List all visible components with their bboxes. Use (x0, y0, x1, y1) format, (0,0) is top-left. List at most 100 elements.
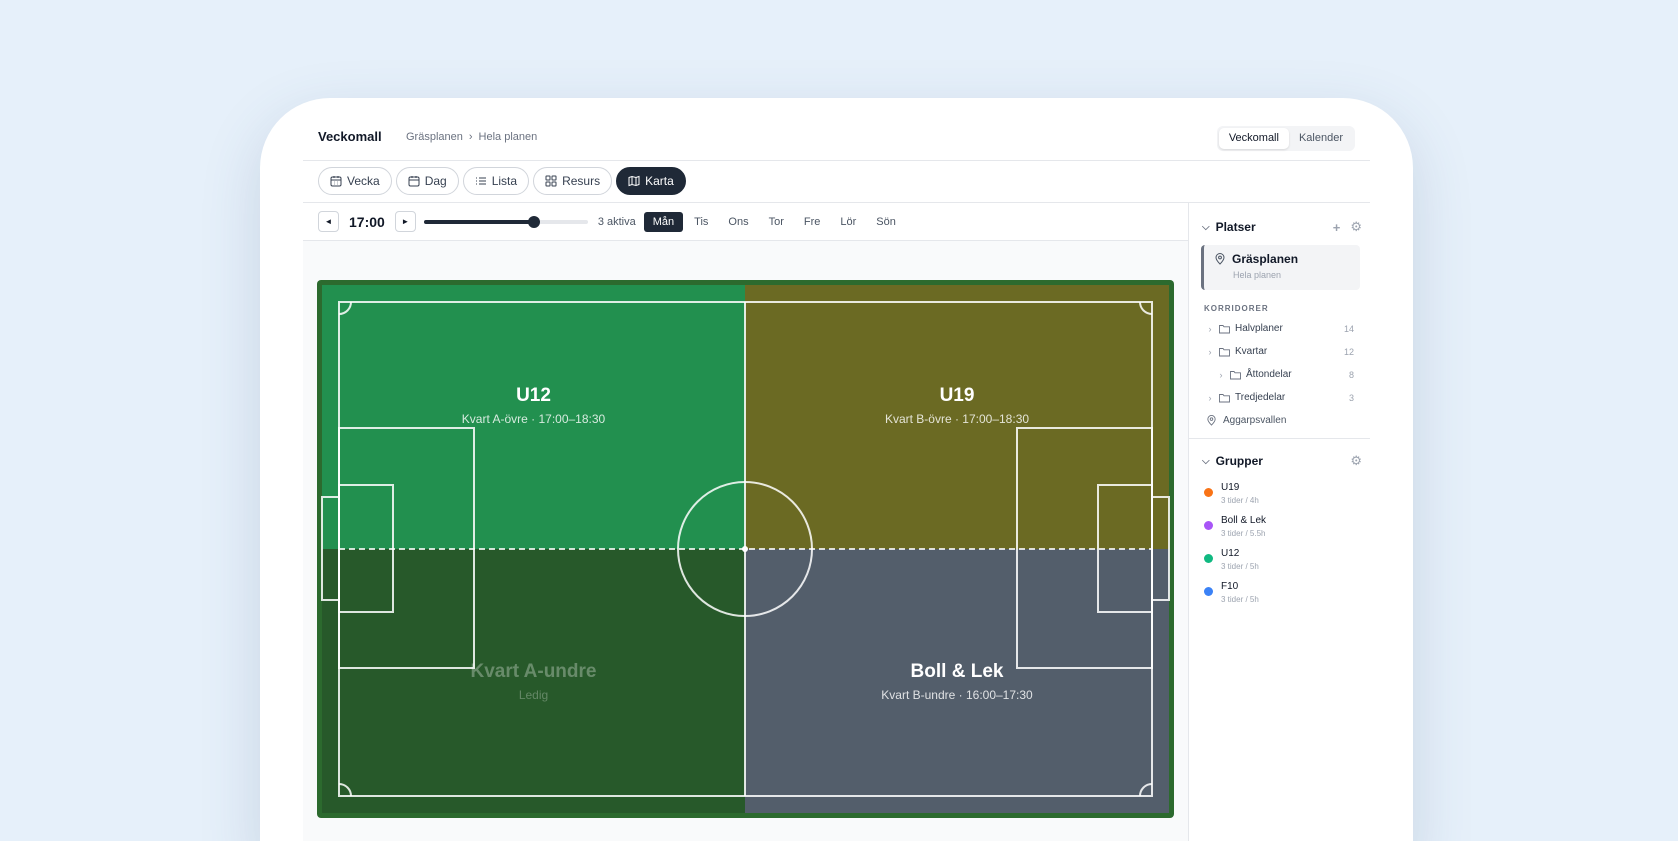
time-slider-handle[interactable] (527, 215, 540, 228)
tab-label: Dag (424, 174, 447, 188)
corner-arc (338, 783, 352, 797)
grid-icon (545, 175, 557, 187)
app-header: Veckomall Gräsplanen › Hela planen Vecko… (303, 98, 1370, 161)
map-icon (628, 175, 640, 187)
corner-arc (1139, 783, 1153, 797)
group-name: U19 (1221, 482, 1240, 493)
group-item[interactable]: F10 3 tider / 5h (1204, 580, 1370, 613)
view-tabs: Vecka Dag Lista Resurs Karta (303, 161, 1370, 203)
time-slider-fill (423, 219, 534, 224)
zone-status: Ledig (518, 688, 549, 702)
day-sat[interactable]: Lör (840, 215, 857, 228)
calendar-icon (408, 176, 420, 187)
calendar-grid-icon (330, 176, 342, 187)
group-item[interactable]: U12 3 tider / 5h (1204, 547, 1370, 580)
corridor-tree: › Halvplaner 14 › Kvartar 12 › (1204, 317, 1370, 409)
day-selector: Mån Tis Ons Tor Fre Lör Sön (643, 211, 905, 232)
center-spot (742, 546, 748, 552)
corner-arc (338, 301, 352, 315)
tab-label: Resurs (562, 174, 601, 188)
mode-veckomall-button[interactable]: Veckomall (1218, 128, 1289, 149)
tab-label: Vecka (347, 174, 380, 188)
place-sub: Hela planen (1233, 270, 1282, 280)
gear-icon[interactable]: ⚙ (1350, 219, 1362, 234)
gear-icon[interactable]: ⚙ (1350, 453, 1362, 468)
tree-item-count: 12 (1343, 346, 1354, 357)
time-toolbar: ◄ 17:00 ► 3 aktiva Mån Tis Ons Tor Fre L… (303, 203, 1188, 241)
tree-item-label: Tredjedelar (1235, 392, 1286, 403)
chevron-right-icon[interactable]: › (1208, 392, 1212, 403)
corner-arc (1139, 301, 1153, 315)
breadcrumb-item-area[interactable]: Hela planen (478, 131, 538, 143)
active-count: 3 aktiva (597, 215, 636, 228)
plus-icon[interactable]: + (1332, 219, 1341, 235)
zone-booking: Kvart B-övre · 17:00–18:30 (884, 412, 1030, 426)
goal-right (1151, 496, 1170, 601)
location-label: Aggarpsvallen (1223, 415, 1287, 426)
tree-item-tredjedelar[interactable]: › Tredjedelar 3 (1204, 386, 1370, 409)
zone-booking: Kvart B-undre · 16:00–17:30 (881, 688, 1033, 702)
group-stats: 3 tider / 5.5h (1221, 529, 1266, 538)
places-title: Platser (1215, 220, 1256, 234)
app-window: Veckomall Gräsplanen › Hela planen Vecko… (303, 98, 1370, 841)
tree-item-label: Åttondelar (1246, 369, 1292, 380)
group-stats: 3 tider / 4h (1221, 496, 1259, 505)
zone-name: Boll & Lek (910, 661, 1004, 682)
chevron-down-icon[interactable]: ⌵ (1202, 455, 1210, 467)
zone-name: U19 (939, 385, 975, 406)
breadcrumb: Gräsplanen › Hela planen (406, 131, 537, 143)
tree-item-kvartar[interactable]: › Kvartar 12 (1204, 340, 1370, 363)
tab-dag[interactable]: Dag (395, 167, 459, 195)
day-wed[interactable]: Ons (728, 215, 749, 228)
tree-item-count: 14 (1343, 323, 1354, 334)
sidebar: ⌵ Platser + ⚙ Gräsplanen Hela planen KOR… (1188, 203, 1370, 841)
zone-label: Kvart A-undre Ledig (322, 661, 745, 702)
day-fri[interactable]: Fre (803, 215, 821, 228)
tree-item-attondelar[interactable]: › Åttondelar 8 (1204, 363, 1370, 386)
map-pin-icon (1207, 415, 1216, 426)
tab-label: Lista (491, 174, 518, 188)
breadcrumb-item-place[interactable]: Gräsplanen (406, 131, 463, 143)
zone-label: U12 Kvart A-övre · 17:00–18:30 (322, 385, 745, 426)
tree-item-halvplaner[interactable]: › Halvplaner 14 (1204, 317, 1370, 340)
group-name: U12 (1221, 548, 1240, 559)
tab-lista[interactable]: Lista (462, 167, 530, 195)
current-time: 17:00 (349, 213, 385, 230)
zone-name: Kvart A-undre (470, 661, 597, 682)
map-pin-icon (1215, 253, 1225, 265)
tree-item-count: 8 (1348, 369, 1354, 380)
group-name: F10 (1221, 581, 1239, 592)
group-stats: 3 tider / 5h (1221, 595, 1259, 604)
time-slider[interactable] (423, 215, 588, 228)
day-sun[interactable]: Sön (876, 215, 896, 228)
group-item[interactable]: U19 3 tider / 4h (1204, 481, 1370, 514)
selected-place[interactable]: Gräsplanen Hela planen (1201, 245, 1360, 290)
groups-header: ⌵ Grupper ⚙ (1202, 451, 1362, 471)
folder-icon (1219, 347, 1230, 356)
day-tue[interactable]: Tis (694, 215, 709, 228)
chevron-down-icon[interactable]: ⌵ (1202, 221, 1210, 233)
folder-icon (1219, 324, 1230, 333)
group-name: Boll & Lek (1221, 515, 1267, 526)
next-time-button[interactable]: ► (394, 211, 416, 232)
chevron-right-icon[interactable]: › (1208, 323, 1212, 334)
chevron-right-icon[interactable]: › (1219, 369, 1223, 380)
mode-kalender-button[interactable]: Kalender (1298, 132, 1343, 144)
day-mon[interactable]: Mån (643, 211, 684, 232)
group-item[interactable]: Boll & Lek 3 tider / 5.5h (1204, 514, 1370, 547)
day-thu[interactable]: Tor (768, 215, 784, 228)
location-aggarpsvallen[interactable]: Aggarpsvallen (1206, 415, 1370, 426)
place-name: Gräsplanen (1232, 252, 1299, 266)
prev-time-button[interactable]: ◄ (318, 211, 339, 232)
tree-item-count: 3 (1348, 392, 1354, 403)
page-title: Veckomall (318, 129, 382, 144)
tab-vecka[interactable]: Vecka (318, 167, 392, 195)
tab-karta[interactable]: Karta (616, 167, 686, 195)
folder-icon (1230, 370, 1241, 379)
group-color-dot (1204, 554, 1213, 563)
chevron-right-icon[interactable]: › (1208, 346, 1212, 357)
mode-switch: Veckomall Kalender (1216, 126, 1355, 151)
tab-resurs[interactable]: Resurs (533, 167, 613, 195)
football-pitch: U12 Kvart A-övre · 17:00–18:30 U19 Kvart… (317, 280, 1174, 818)
